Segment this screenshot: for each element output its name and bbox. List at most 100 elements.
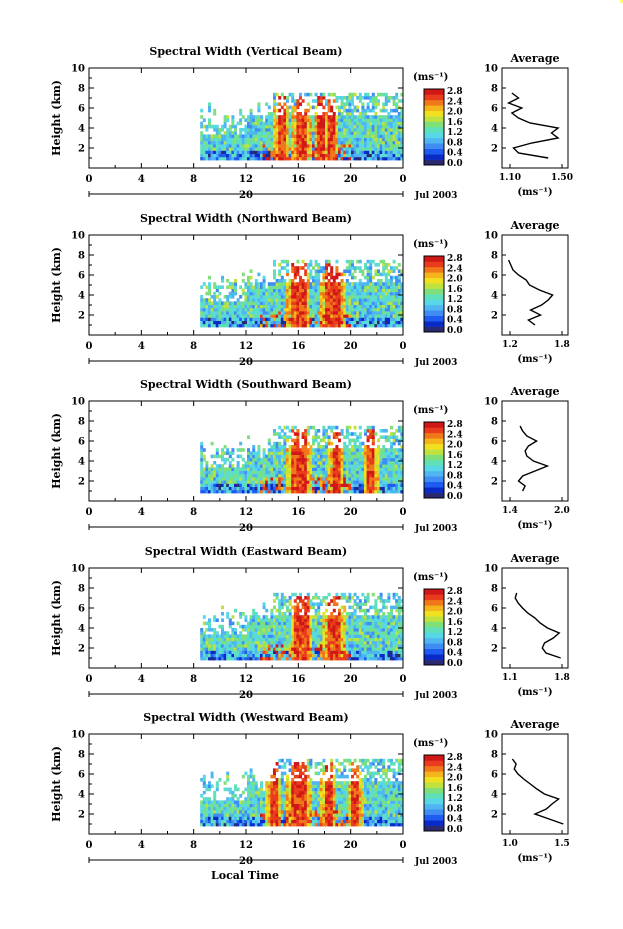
heatmap-cell — [317, 269, 321, 273]
heatmap-cell — [267, 140, 271, 145]
heatmap-cell — [374, 298, 378, 302]
heatmap-cell — [226, 153, 230, 158]
heatmap-cell — [299, 624, 302, 629]
heatmap-cell — [273, 640, 276, 645]
heatmap-cell — [223, 124, 227, 129]
heatmap-cell — [371, 137, 375, 142]
heatmap-cell — [319, 295, 323, 299]
heatmap-cell — [366, 477, 370, 481]
heatmap-cell — [353, 304, 357, 309]
heatmap-cell — [249, 307, 253, 312]
heatmap-cell — [221, 454, 224, 459]
heatmap-cell — [374, 320, 378, 325]
heatmap-cell — [335, 150, 339, 154]
heatmap-cell — [382, 470, 386, 475]
heatmap-cell — [291, 304, 295, 309]
colorbar-swatch — [424, 266, 444, 273]
heatmap-cell — [309, 445, 313, 449]
heatmap-cell — [366, 438, 370, 443]
heatmap-cell — [312, 317, 315, 321]
heatmap-cell — [234, 637, 237, 642]
heatmap-cell — [208, 656, 211, 661]
heatmap-cell — [252, 653, 256, 658]
heatmap-cell — [327, 124, 331, 129]
heatmap-cell — [293, 624, 297, 629]
heatmap-cell — [335, 105, 339, 110]
heatmap-cell — [306, 144, 310, 148]
heatmap-cell — [390, 311, 393, 315]
heatmap-cell — [239, 612, 243, 616]
heatmap-cell — [314, 432, 318, 436]
heatmap-cell — [395, 156, 399, 161]
heatmap-cell — [348, 134, 352, 138]
heatmap-cell — [262, 615, 266, 619]
heatmap-cell — [322, 457, 326, 462]
heatmap-cell — [348, 311, 352, 315]
heatmap-cell — [312, 307, 315, 312]
heatmap-cell — [275, 647, 279, 651]
heatmap-cell — [338, 470, 341, 475]
heatmap-cell — [361, 140, 365, 145]
heatmap-cell — [335, 298, 339, 302]
heatmap-cell — [231, 323, 235, 328]
heatmap-cell — [202, 470, 206, 475]
heatmap-cell — [325, 656, 328, 661]
heatmap-cell — [280, 628, 284, 632]
heatmap-cell — [231, 144, 235, 148]
heatmap-cell — [309, 602, 313, 606]
heatmap-cell — [312, 156, 315, 161]
heatmap-cell — [231, 282, 235, 286]
heatmap-cell — [278, 602, 282, 606]
heatmap-cell — [280, 612, 284, 616]
heatmap-cell — [306, 275, 310, 280]
heatmap-cell — [241, 612, 245, 616]
heatmap-cell — [205, 461, 209, 465]
heatmap-cell — [366, 304, 370, 309]
heatmap-cell — [312, 131, 315, 135]
heatmap-cell — [325, 470, 328, 475]
heatmap-cell — [314, 467, 318, 471]
heatmap-cell — [392, 314, 396, 318]
heatmap-cell — [325, 153, 328, 158]
heatmap-cell — [340, 653, 344, 658]
heatmap-cell — [254, 291, 258, 296]
heatmap-cell — [257, 314, 261, 318]
heatmap-cell — [254, 298, 258, 302]
heatmap-cell — [223, 137, 227, 142]
heatmap-cell — [384, 486, 388, 491]
heatmap-cell — [244, 311, 248, 315]
average-title: Average — [509, 219, 559, 232]
heatmap-cell — [330, 441, 334, 446]
heatmap-cell — [351, 451, 354, 455]
heatmap-cell — [351, 134, 354, 138]
colorbar-tick-label: 1.6 — [447, 451, 463, 461]
heatmap-cell — [283, 304, 287, 309]
heatmap-cell — [228, 656, 232, 661]
heatmap-cell — [254, 323, 258, 328]
heatmap-cell — [280, 647, 284, 651]
heatmap-cell — [267, 150, 271, 154]
heatmap-cell — [361, 288, 365, 293]
heatmap-cell — [335, 489, 339, 494]
heatmap-cell — [228, 320, 232, 325]
heatmap-cell — [249, 470, 253, 475]
heatmap-cell — [296, 473, 300, 478]
heatmap-cell — [260, 656, 263, 661]
heatmap-cell — [364, 647, 367, 651]
heatmap-cell — [286, 615, 289, 619]
heatmap-cell — [234, 134, 237, 138]
heatmap-cell — [322, 282, 326, 286]
heatmap-cell — [215, 295, 219, 299]
heatmap-cell — [275, 288, 279, 293]
heatmap-cell — [387, 473, 391, 478]
heatmap-cell — [306, 602, 310, 606]
heatmap-cell — [205, 291, 209, 296]
heatmap-cell — [200, 634, 204, 638]
heatmap-cell — [366, 317, 370, 321]
heatmap-cell — [351, 317, 354, 321]
heatmap-cell — [312, 438, 315, 443]
heatmap-cell — [325, 432, 328, 436]
heatmap-cell — [343, 435, 347, 439]
heatmap-cell — [379, 153, 383, 158]
heatmap-cell — [343, 608, 347, 613]
